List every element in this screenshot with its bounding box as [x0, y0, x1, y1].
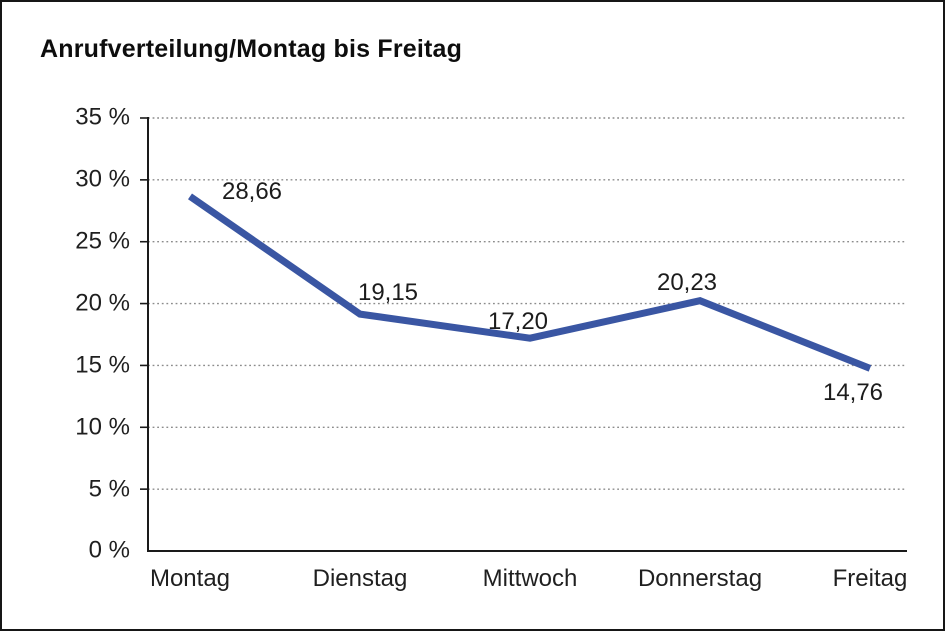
- chart-title: Anrufverteilung/Montag bis Freitag: [40, 35, 463, 63]
- data-label: 14,76: [822, 379, 884, 406]
- y-tick-label: 15 %: [75, 351, 130, 379]
- data-label: 19,15: [357, 279, 419, 306]
- data-label: 28,66: [221, 178, 283, 205]
- y-tick-label: 25 %: [75, 227, 130, 255]
- x-tick-label: Freitag: [832, 565, 908, 592]
- data-line: [188, 193, 872, 372]
- y-tick-label: 20 %: [75, 289, 130, 317]
- y-tick-label: 10 %: [75, 413, 130, 441]
- data-label: 17,20: [487, 308, 549, 335]
- y-tick-label: 5 %: [88, 475, 130, 503]
- x-tick-label: Montag: [149, 565, 231, 592]
- y-tick-label: 30 %: [75, 165, 130, 193]
- x-tick-label: Dienstag: [312, 565, 408, 592]
- x-tick-label: Mittwoch: [482, 565, 578, 592]
- data-label: 20,23: [656, 269, 718, 296]
- y-tick-label: 0 %: [88, 536, 130, 564]
- y-tick-label: 35 %: [75, 103, 130, 131]
- x-tick-label: Donnerstag: [637, 565, 763, 592]
